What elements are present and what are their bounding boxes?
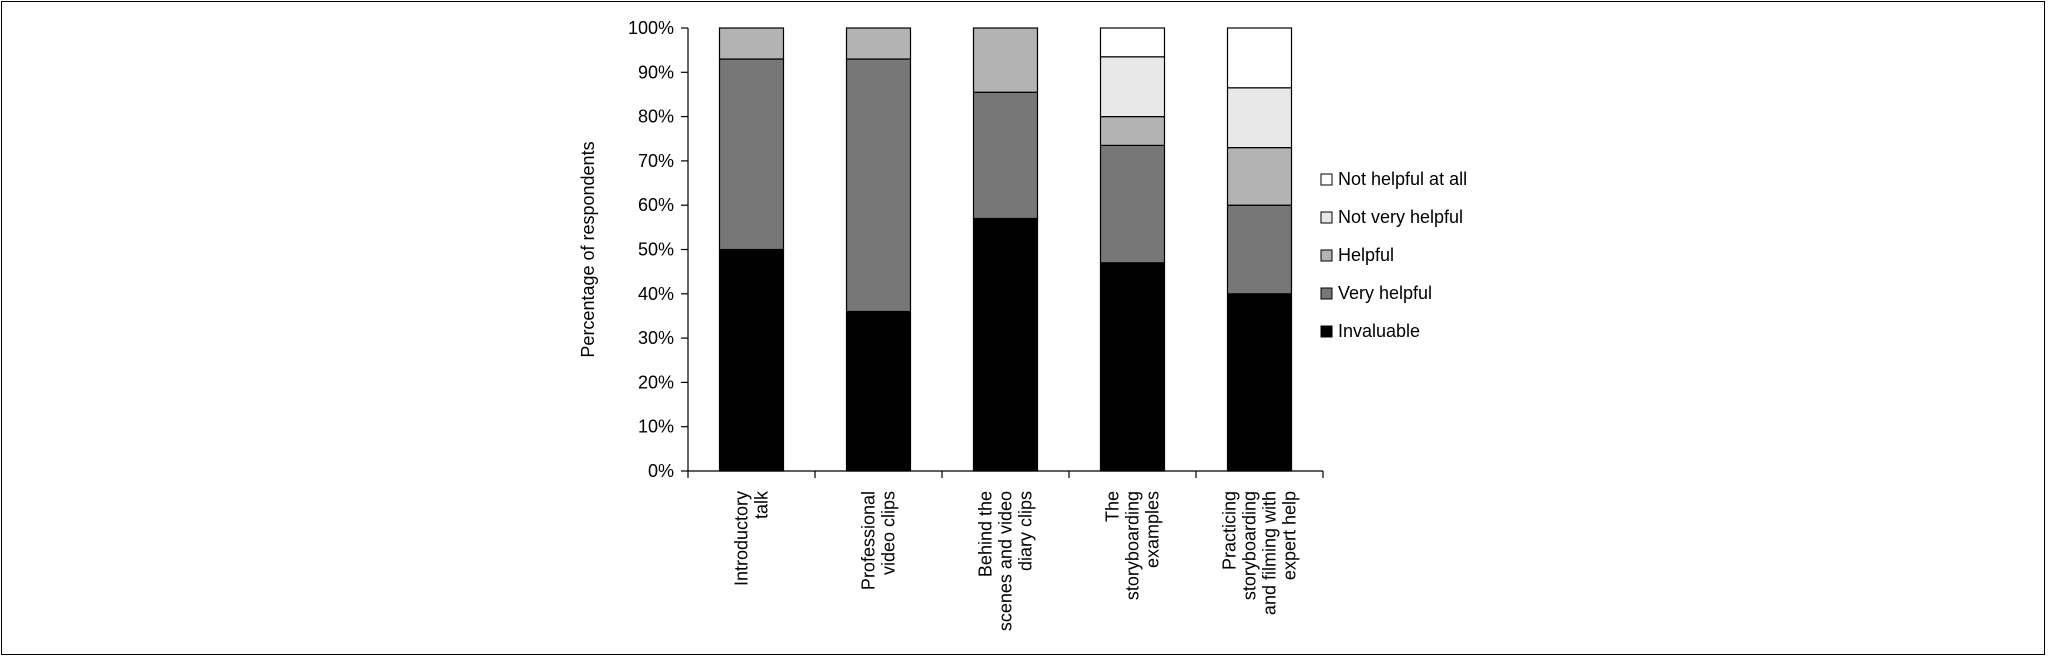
category-labels: Introductory talk Professional video clips B… <box>732 490 1300 631</box>
category-label-line: video clips <box>879 491 899 575</box>
category-label-line: diary clips <box>1016 491 1036 571</box>
bar-segment-very-helpful <box>1226 204 1293 295</box>
category-label: Practicing storyboarding and filming with e… <box>1220 491 1300 615</box>
legend: Not helpful at all Not very helpful Helpfu… <box>1320 169 1467 341</box>
legend-label: Helpful <box>1338 245 1394 265</box>
legend-item-helpful: Helpful <box>1320 245 1394 265</box>
bar-segment-very-helpful <box>718 58 785 251</box>
category-label-line: and filming with <box>1260 491 1280 615</box>
y-axis-ticks: 0% 10% 20% 30% 40% 50% 60% 70% 80% 90% 100% <box>628 18 688 481</box>
legend-item-invaluable: Invaluable <box>1320 321 1420 341</box>
y-tick-label: 20% <box>638 372 674 392</box>
category-label-line: scenes and video <box>996 491 1016 631</box>
y-tick-label: 40% <box>638 284 674 304</box>
legend-swatch <box>1320 325 1333 338</box>
bar-segment-not-very-helpful <box>1226 87 1293 149</box>
category-label-line: talk <box>752 490 772 519</box>
category-label-line: Introductory <box>732 491 752 586</box>
bar-segment-invaluable <box>1226 293 1293 472</box>
legend-swatch <box>1320 211 1333 224</box>
bar-segment-helpful <box>845 27 912 60</box>
x-axis-ticks <box>687 471 1324 478</box>
y-tick-label: 100% <box>628 18 674 38</box>
category-label: Introductory talk <box>732 490 772 586</box>
bar-segment-invaluable <box>718 248 785 472</box>
category-label: Professional video clips <box>859 491 899 590</box>
y-tick-label: 10% <box>638 417 674 437</box>
legend-label: Not helpful at all <box>1338 169 1467 189</box>
category-label: Behind the scenes and video diary clips <box>976 491 1036 631</box>
y-tick-label: 60% <box>638 195 674 215</box>
y-tick-label: 0% <box>648 461 674 481</box>
legend-swatch <box>1320 249 1333 262</box>
bar-segment-helpful <box>718 27 785 60</box>
category-label-line: Practicing <box>1220 491 1240 570</box>
bar-segment-very-helpful <box>972 91 1039 220</box>
bar-segment-not-very-helpful <box>1099 56 1166 118</box>
y-tick-label: 70% <box>638 151 674 171</box>
category-label-line: The <box>1103 491 1123 522</box>
y-tick-label: 30% <box>638 328 674 348</box>
bar-segment-not-helpful-at-all <box>1226 27 1293 89</box>
bar-segment-very-helpful <box>1099 144 1166 264</box>
bar-segment-helpful <box>1226 147 1293 206</box>
bar-segment-invaluable <box>845 310 912 472</box>
bar-segment-invaluable <box>972 217 1039 472</box>
category-label-line: Professional <box>859 491 879 590</box>
y-tick-label: 90% <box>638 62 674 82</box>
bar-segment-invaluable <box>1099 262 1166 472</box>
legend-label: Invaluable <box>1338 321 1420 341</box>
legend-label: Not very helpful <box>1338 207 1463 227</box>
category-label-line: expert help <box>1280 491 1300 580</box>
legend-item-not-helpful-at-all: Not helpful at all <box>1320 169 1467 189</box>
y-tick-label: 50% <box>638 240 674 260</box>
category-label-line: examples <box>1143 491 1163 568</box>
legend-label: Very helpful <box>1338 283 1432 303</box>
legend-item-very-helpful: Very helpful <box>1320 283 1432 303</box>
y-axis-title: Percentage of respondents <box>578 141 598 357</box>
bar-segment-very-helpful <box>845 58 912 313</box>
legend-swatch <box>1320 173 1333 186</box>
bar-segment-not-helpful-at-all <box>1099 27 1166 58</box>
category-label-line: Behind the <box>976 491 996 577</box>
bar-segment-helpful <box>972 27 1039 93</box>
category-label-line: storyboarding <box>1123 491 1143 600</box>
category-label: The storyboarding examples <box>1103 491 1163 600</box>
plot-area <box>718 27 1293 472</box>
legend-swatch <box>1320 287 1333 300</box>
category-label-line: storyboarding <box>1240 491 1260 600</box>
y-tick-label: 80% <box>638 107 674 127</box>
bar-segment-helpful <box>1099 115 1166 146</box>
legend-item-not-very-helpful: Not very helpful <box>1320 207 1463 227</box>
